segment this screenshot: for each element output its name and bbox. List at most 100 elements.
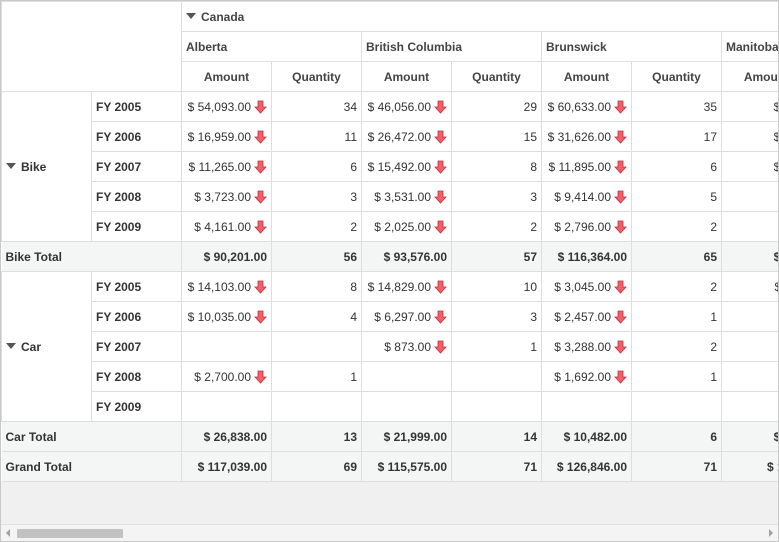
amount-cell[interactable]: $ 54,093.00 <box>181 91 272 122</box>
quantity-cell[interactable] <box>631 391 722 422</box>
total-label[interactable]: Grand Total <box>1 451 182 482</box>
quantity-cell[interactable]: 1 <box>271 361 362 392</box>
amount-cell[interactable]: $ 873.00 <box>361 331 452 362</box>
total-quantity-cell[interactable]: 14 <box>451 421 542 452</box>
total-amount-cell[interactable]: $ 93,576.00 <box>361 241 452 272</box>
column-header-quantity[interactable]: Quantity <box>451 61 542 92</box>
quantity-cell[interactable]: 2 <box>271 211 362 242</box>
total-amount-cell[interactable]: $ 88,5 <box>721 241 778 272</box>
amount-cell[interactable]: $ 14,829.00 <box>361 271 452 302</box>
quantity-cell[interactable]: 8 <box>451 151 542 182</box>
amount-cell[interactable]: $ 6,297.00 <box>361 301 452 332</box>
total-amount-cell[interactable]: $ 21,999.00 <box>361 421 452 452</box>
quantity-cell[interactable]: 3 <box>451 301 542 332</box>
amount-cell[interactable]: $ 3,288.00 <box>541 331 632 362</box>
amount-cell[interactable]: $ 11,4 <box>721 271 778 302</box>
total-quantity-cell[interactable]: 6 <box>631 421 722 452</box>
column-header-amount[interactable]: Amount <box>361 61 452 92</box>
scroll-right-arrow-icon[interactable] <box>769 529 773 537</box>
amount-cell[interactable]: $ 3,723.00 <box>181 181 272 212</box>
column-header-amount[interactable]: Amount <box>541 61 632 92</box>
amount-cell[interactable]: $ 16,959.00 <box>181 121 272 152</box>
quantity-cell[interactable]: 6 <box>631 151 722 182</box>
quantity-cell[interactable]: 17 <box>631 121 722 152</box>
amount-cell[interactable]: $ 31,626.00 <box>541 121 632 152</box>
quantity-cell[interactable]: 2 <box>451 211 542 242</box>
row-header-year[interactable]: FY 2008 <box>91 361 182 392</box>
row-header-year[interactable]: FY 2005 <box>91 91 182 122</box>
total-amount-cell[interactable]: $ 126,846.00 <box>541 451 632 482</box>
total-quantity-cell[interactable]: 13 <box>271 421 362 452</box>
row-header-car[interactable]: Car <box>1 271 92 422</box>
column-header-province[interactable]: British Columbia <box>361 31 542 62</box>
total-amount-cell[interactable]: $ 105,0 <box>721 451 778 482</box>
quantity-cell[interactable]: 1 <box>631 361 722 392</box>
row-header-year[interactable]: FY 2006 <box>91 301 182 332</box>
quantity-cell[interactable]: 6 <box>271 151 362 182</box>
row-header-year[interactable]: FY 2009 <box>91 211 182 242</box>
quantity-cell[interactable]: 3 <box>451 181 542 212</box>
row-header-bike[interactable]: Bike <box>1 91 92 242</box>
total-amount-cell[interactable]: $ 115,575.00 <box>361 451 452 482</box>
column-header-quantity[interactable]: Quantity <box>271 61 362 92</box>
quantity-cell[interactable]: 3 <box>271 181 362 212</box>
total-label[interactable]: Bike Total <box>1 241 182 272</box>
amount-cell[interactable] <box>721 391 778 422</box>
amount-cell[interactable]: $ 11,895.00 <box>541 151 632 182</box>
amount-cell[interactable]: $ 1,9 <box>721 211 778 242</box>
total-quantity-cell[interactable]: 69 <box>271 451 362 482</box>
quantity-cell[interactable]: 35 <box>631 91 722 122</box>
amount-cell[interactable]: $ 4,161.00 <box>181 211 272 242</box>
amount-cell[interactable] <box>181 331 272 362</box>
amount-cell[interactable]: $ 2,796.00 <box>541 211 632 242</box>
amount-cell[interactable]: $ 10,5 <box>721 151 778 182</box>
amount-cell[interactable] <box>721 361 778 392</box>
amount-cell[interactable]: $ 3,045.00 <box>541 271 632 302</box>
total-label[interactable]: Car Total <box>1 421 182 452</box>
horizontal-scrollbar[interactable] <box>1 524 778 541</box>
quantity-cell[interactable]: 2 <box>631 331 722 362</box>
amount-cell[interactable]: $ 7,2 <box>721 181 778 212</box>
column-header-province[interactable]: Brunswick <box>541 31 722 62</box>
amount-cell[interactable]: $ 10,035.00 <box>181 301 272 332</box>
amount-cell[interactable]: $ 26,472.00 <box>361 121 452 152</box>
amount-cell[interactable]: $ 60,633.00 <box>541 91 632 122</box>
quantity-cell[interactable]: 1 <box>631 301 722 332</box>
quantity-cell[interactable]: 10 <box>451 271 542 302</box>
amount-cell[interactable]: $ 11,265.00 <box>181 151 272 182</box>
column-header-province[interactable]: Manitoba <box>720 31 778 62</box>
collapse-triangle-icon[interactable] <box>6 343 16 350</box>
amount-cell[interactable]: $ 46,056.00 <box>361 91 452 122</box>
quantity-cell[interactable]: 5 <box>631 181 722 212</box>
quantity-cell[interactable]: 29 <box>451 91 542 122</box>
quantity-cell[interactable]: 34 <box>271 91 362 122</box>
column-header-amount[interactable]: Amount <box>181 61 272 92</box>
total-amount-cell[interactable]: $ 10,482.00 <box>541 421 632 452</box>
amount-cell[interactable]: $ 1,692.00 <box>541 361 632 392</box>
row-header-year[interactable]: FY 2006 <box>91 121 182 152</box>
amount-cell[interactable]: $ 3,5 <box>721 301 778 332</box>
row-header-year[interactable]: FY 2007 <box>91 151 182 182</box>
amount-cell[interactable]: $ 9,414.00 <box>541 181 632 212</box>
total-quantity-cell[interactable]: 57 <box>451 241 542 272</box>
column-header-country[interactable]: Canada <box>180 1 778 32</box>
row-header-year[interactable]: FY 2009 <box>91 391 182 422</box>
amount-cell[interactable]: $ 14,103.00 <box>181 271 272 302</box>
total-amount-cell[interactable]: $ 116,364.00 <box>541 241 632 272</box>
quantity-cell[interactable]: 11 <box>271 121 362 152</box>
quantity-cell[interactable]: 8 <box>271 271 362 302</box>
amount-cell[interactable]: $ 2,700.00 <box>181 361 272 392</box>
column-header-amount[interactable]: Amount <box>721 61 778 92</box>
quantity-cell[interactable]: 15 <box>451 121 542 152</box>
amount-cell[interactable]: $ 1,6 <box>721 331 778 362</box>
row-header-year[interactable]: FY 2008 <box>91 181 182 212</box>
collapse-triangle-icon[interactable] <box>186 13 196 20</box>
amount-cell[interactable]: $ 29,1 <box>721 121 778 152</box>
total-amount-cell[interactable]: $ 90,201.00 <box>181 241 272 272</box>
total-quantity-cell[interactable]: 71 <box>631 451 722 482</box>
amount-cell[interactable]: $ 39,7 <box>721 91 778 122</box>
total-quantity-cell[interactable]: 65 <box>631 241 722 272</box>
quantity-cell[interactable]: 4 <box>271 301 362 332</box>
amount-cell[interactable]: $ 15,492.00 <box>361 151 452 182</box>
row-header-year[interactable]: FY 2007 <box>91 331 182 362</box>
